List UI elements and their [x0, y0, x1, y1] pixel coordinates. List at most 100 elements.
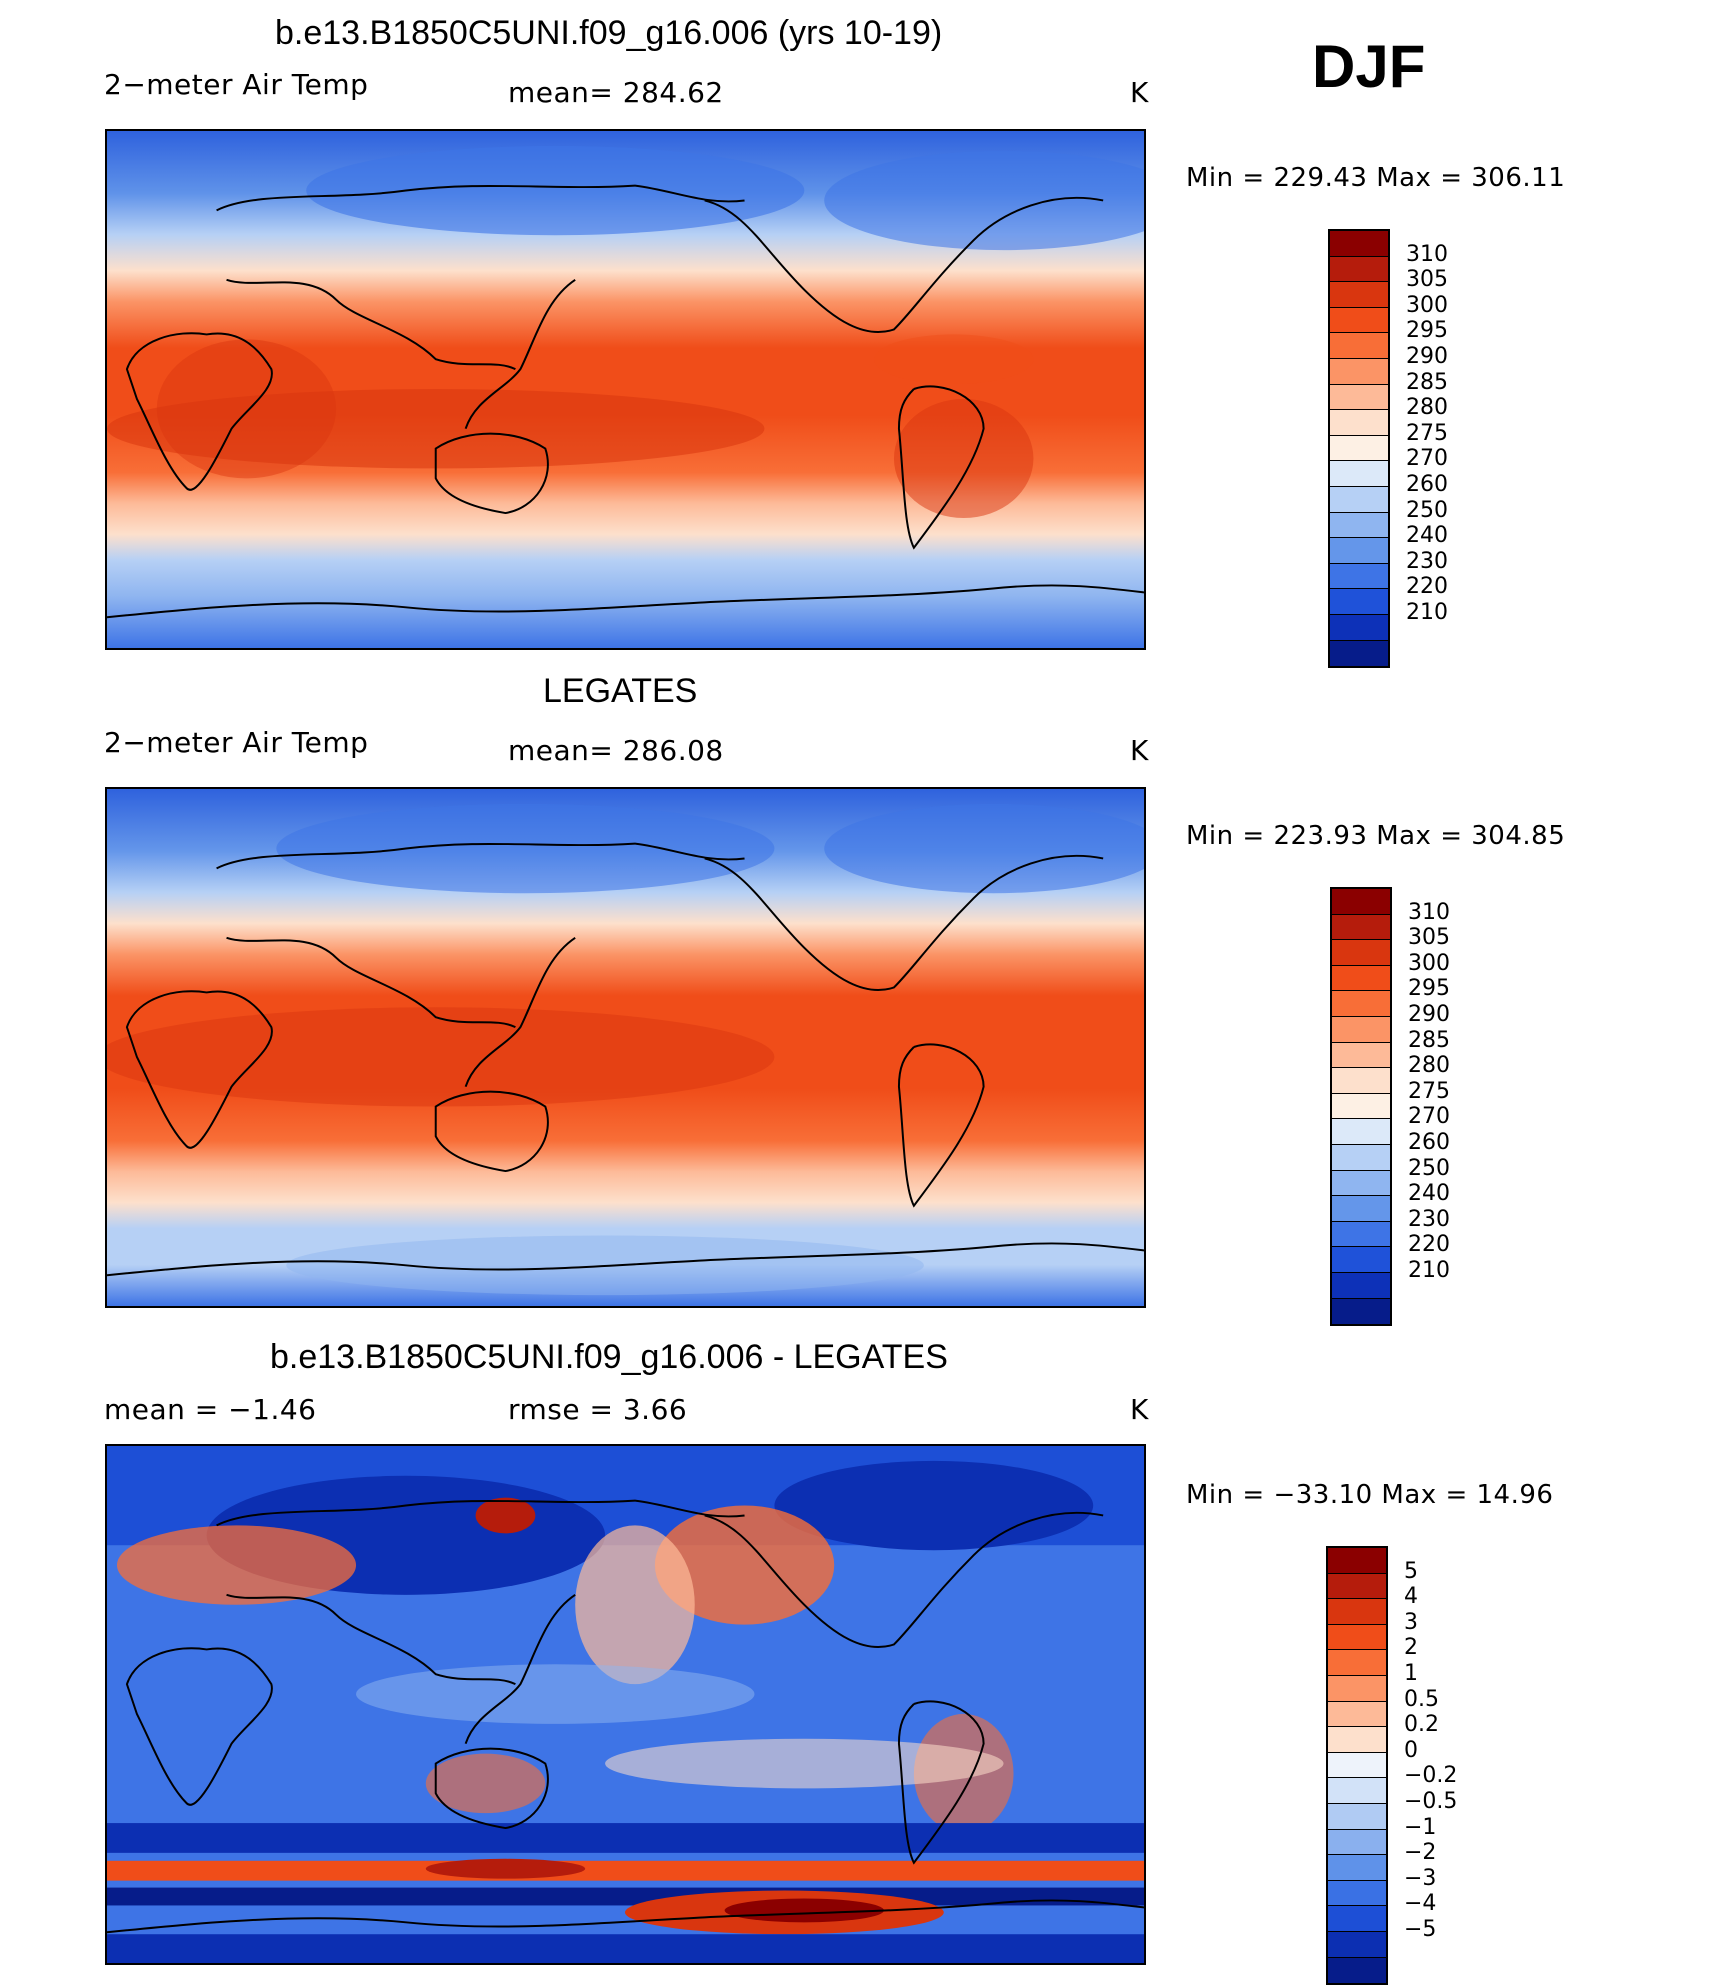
panel-2-mean: mean= 286.08 [508, 734, 724, 767]
colorbar-label: 240 [1406, 523, 1448, 549]
colorbar-label: 310 [1406, 241, 1448, 267]
colorbar-swatch [1328, 1727, 1386, 1753]
colorbar-swatch [1330, 486, 1388, 513]
difference-field [107, 1446, 1144, 1963]
colorbar-swatch [1332, 1016, 1390, 1043]
panel-3-rmse: rmse = 3.66 [508, 1393, 688, 1426]
colorbar-swatch [1328, 1675, 1386, 1702]
panel-2-units: K [1130, 734, 1149, 767]
colorbar-swatch [1330, 282, 1388, 308]
colorbar-swatch [1330, 384, 1388, 411]
colorbar-label: 290 [1408, 1002, 1450, 1027]
colorbar-label: 280 [1406, 395, 1448, 421]
colorbar-label: 3 [1404, 1609, 1418, 1635]
colorbar-label: 270 [1408, 1104, 1450, 1130]
colorbar-label: 4 [1404, 1584, 1418, 1610]
colorbar-swatch [1330, 589, 1388, 615]
colorbar-label: 0 [1404, 1737, 1418, 1763]
colorbar-label: 220 [1408, 1232, 1450, 1258]
colorbar-swatch [1328, 1803, 1386, 1830]
colorbar-swatch [1330, 333, 1388, 359]
panel-3-units: K [1130, 1393, 1149, 1426]
colorbar-label: 305 [1408, 925, 1450, 951]
colorbar-swatch [1328, 1880, 1386, 1907]
colorbar-swatch [1332, 991, 1390, 1017]
colorbar-label: 250 [1406, 497, 1448, 523]
colorbar-label: 260 [1406, 472, 1448, 497]
colorbar-label: −3 [1404, 1865, 1437, 1891]
colorbar-swatch [1332, 1170, 1390, 1197]
colorbar-swatch [1328, 1752, 1386, 1779]
panel-3-colorbar [1326, 1546, 1388, 1985]
panel-2-title: LEGATES [543, 672, 698, 710]
panel-1-variable: 2−meter Air Temp [104, 68, 369, 101]
colorbar-label: 210 [1406, 600, 1448, 625]
colorbar-label: 2 [1404, 1635, 1418, 1661]
colorbar-swatch [1332, 1068, 1390, 1094]
panel-2-colorbar [1330, 887, 1392, 1327]
panel-2-minmax: Min = 223.93 Max = 304.85 [1186, 821, 1566, 851]
colorbar-label: 230 [1408, 1206, 1450, 1232]
colorbar-label: 240 [1408, 1181, 1450, 1207]
colorbar-swatch [1332, 1298, 1390, 1325]
colorbar-swatch [1328, 1906, 1386, 1932]
colorbar-label: 0.5 [1404, 1686, 1439, 1712]
colorbar-swatch [1330, 358, 1388, 385]
colorbar-label: −5 [1404, 1917, 1437, 1942]
colorbar-label: 285 [1406, 369, 1448, 395]
colorbar-label: 305 [1406, 267, 1448, 293]
colorbar-swatch [1328, 1701, 1386, 1728]
colorbar-swatch [1328, 1855, 1386, 1881]
colorbar-swatch [1332, 1119, 1390, 1145]
colorbar-label: −0.5 [1404, 1789, 1458, 1814]
panel-1-minmax: Min = 229.43 Max = 306.11 [1186, 163, 1566, 193]
colorbar-swatch [1332, 1144, 1390, 1171]
colorbar-swatch [1328, 1650, 1386, 1676]
colorbar-label: 230 [1406, 548, 1448, 574]
panel-2-map [105, 787, 1146, 1308]
colorbar-swatch [1332, 1093, 1390, 1120]
colorbar-label: 295 [1406, 318, 1448, 344]
colorbar-swatch [1330, 410, 1388, 436]
colorbar-swatch [1328, 1573, 1386, 1600]
panel-1-colorbar [1328, 229, 1390, 669]
colorbar-label: 275 [1408, 1078, 1450, 1104]
colorbar-label: −0.2 [1404, 1763, 1458, 1789]
colorbar-swatch [1328, 1548, 1386, 1574]
colorbar-label: 270 [1406, 446, 1448, 472]
colorbar-label: 295 [1408, 976, 1450, 1002]
colorbar-label: 250 [1408, 1155, 1450, 1181]
colorbar-label: 280 [1408, 1053, 1450, 1079]
season-label: DJF [1312, 33, 1426, 100]
colorbar-swatch [1332, 889, 1390, 915]
colorbar-swatch [1330, 307, 1388, 334]
panel-1-title: b.e13.B1850C5UNI.f09_g16.006 (yrs 10-19) [275, 14, 943, 52]
temperature-field [107, 131, 1144, 648]
colorbar-label: 275 [1406, 420, 1448, 446]
colorbar-label: 220 [1406, 574, 1448, 600]
panel-3-mean: mean = −1.46 [104, 1393, 317, 1426]
colorbar-swatch [1332, 1042, 1390, 1069]
colorbar-swatch [1330, 512, 1388, 539]
colorbar-swatch [1332, 1196, 1390, 1222]
colorbar-swatch [1330, 563, 1388, 590]
colorbar-swatch [1328, 1624, 1386, 1651]
colorbar-swatch [1332, 940, 1390, 966]
colorbar-label: 290 [1406, 344, 1448, 369]
colorbar-label: −4 [1404, 1891, 1437, 1917]
colorbar-swatch [1330, 435, 1388, 462]
colorbar-label: 285 [1408, 1027, 1450, 1053]
colorbar-swatch [1332, 1272, 1390, 1299]
colorbar-label: −2 [1404, 1840, 1437, 1866]
panel-3-title: b.e13.B1850C5UNI.f09_g16.006 - LEGATES [270, 1338, 948, 1376]
colorbar-swatch [1330, 231, 1388, 257]
colorbar-swatch [1328, 1957, 1386, 1984]
colorbar-swatch [1332, 1247, 1390, 1273]
colorbar-swatch [1332, 914, 1390, 941]
panel-3-map [105, 1444, 1146, 1965]
colorbar-swatch [1330, 461, 1388, 487]
panel-1-map [105, 129, 1146, 650]
colorbar-swatch [1328, 1599, 1386, 1625]
colorbar-swatch [1332, 1221, 1390, 1248]
colorbar-swatch [1328, 1778, 1386, 1804]
